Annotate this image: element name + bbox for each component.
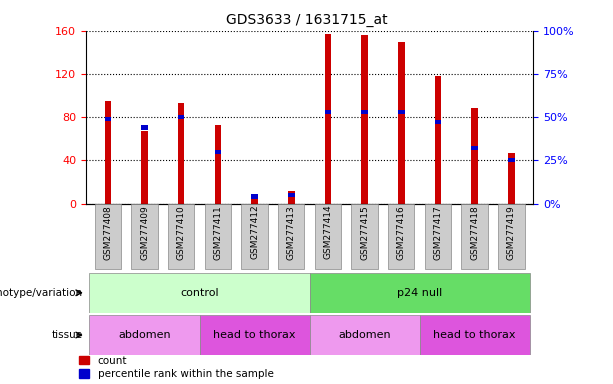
Bar: [251, 194, 258, 199]
Bar: [310, 315, 420, 355]
Legend: count, percentile rank within the sample: count, percentile rank within the sample: [78, 356, 273, 379]
Bar: [178, 115, 185, 119]
Bar: [435, 120, 441, 124]
Text: GSM277419: GSM277419: [507, 205, 516, 260]
Text: control: control: [180, 288, 219, 298]
Bar: [420, 315, 530, 355]
FancyBboxPatch shape: [351, 204, 378, 269]
FancyBboxPatch shape: [314, 204, 341, 269]
Bar: [199, 315, 310, 355]
Text: GSM277418: GSM277418: [470, 205, 479, 260]
Text: abdomen: abdomen: [338, 330, 391, 340]
Bar: [435, 76, 441, 204]
Bar: [105, 117, 111, 121]
Bar: [508, 153, 514, 204]
Text: genotype/variation: genotype/variation: [0, 288, 83, 298]
FancyBboxPatch shape: [205, 204, 231, 269]
Bar: [215, 149, 221, 154]
FancyBboxPatch shape: [94, 204, 121, 269]
Bar: [398, 110, 405, 114]
Bar: [398, 41, 405, 204]
Text: abdomen: abdomen: [118, 330, 171, 340]
Text: GSM277413: GSM277413: [287, 205, 295, 260]
FancyBboxPatch shape: [168, 204, 194, 269]
Bar: [141, 125, 148, 130]
Bar: [471, 146, 478, 151]
Bar: [105, 101, 111, 204]
Bar: [361, 35, 368, 204]
Bar: [178, 103, 185, 204]
FancyBboxPatch shape: [131, 204, 158, 269]
Text: GSM277409: GSM277409: [140, 205, 149, 260]
Bar: [325, 34, 331, 204]
Bar: [288, 190, 294, 204]
FancyBboxPatch shape: [388, 204, 414, 269]
Text: head to thorax: head to thorax: [433, 330, 516, 340]
Text: GSM277417: GSM277417: [433, 205, 443, 260]
FancyBboxPatch shape: [278, 204, 305, 269]
Bar: [325, 110, 331, 114]
Text: GSM277414: GSM277414: [324, 205, 332, 260]
Text: GSM277416: GSM277416: [397, 205, 406, 260]
Text: head to thorax: head to thorax: [213, 330, 296, 340]
Bar: [251, 195, 258, 204]
Bar: [89, 315, 199, 355]
FancyBboxPatch shape: [462, 204, 488, 269]
Text: GSM277412: GSM277412: [250, 205, 259, 260]
FancyBboxPatch shape: [425, 204, 451, 269]
Text: GSM277415: GSM277415: [360, 205, 369, 260]
Bar: [471, 109, 478, 204]
Bar: [310, 273, 530, 313]
FancyBboxPatch shape: [498, 204, 525, 269]
Bar: [89, 273, 310, 313]
Text: tissue: tissue: [51, 330, 83, 340]
Bar: [141, 131, 148, 204]
Text: GSM277411: GSM277411: [213, 205, 223, 260]
Text: GSM277410: GSM277410: [177, 205, 186, 260]
Bar: [508, 158, 514, 162]
Bar: [288, 193, 294, 197]
Text: GDS3633 / 1631715_at: GDS3633 / 1631715_at: [226, 13, 387, 27]
Text: p24 null: p24 null: [397, 288, 442, 298]
Bar: [215, 125, 221, 204]
Text: GSM277408: GSM277408: [104, 205, 112, 260]
FancyBboxPatch shape: [242, 204, 268, 269]
Bar: [361, 110, 368, 114]
